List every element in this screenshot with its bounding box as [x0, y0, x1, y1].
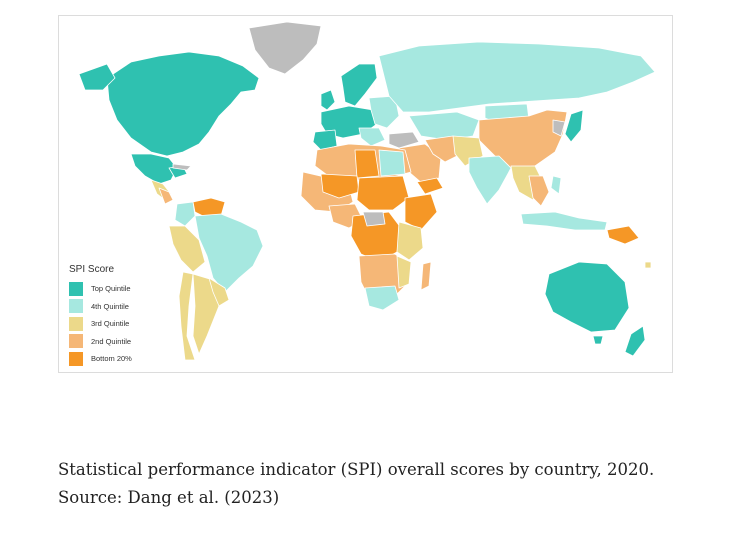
region-new-zealand [624, 325, 646, 357]
region-scandinavia [340, 63, 378, 107]
caption-line-title: Statistical performance indicator (SPI) … [58, 460, 655, 479]
region-mali-niger [320, 173, 360, 199]
region-central-america-2 [158, 187, 174, 205]
region-philippines [550, 175, 562, 195]
region-alaska [78, 63, 116, 91]
region-paraguay-uruguay [208, 277, 230, 307]
world-choropleth-map [78, 21, 656, 361]
region-east-africa [396, 221, 424, 261]
region-car [362, 211, 386, 227]
region-china [478, 109, 568, 169]
legend-swatch [69, 334, 83, 349]
region-australia [544, 261, 630, 333]
region-mexico [130, 153, 178, 185]
legend-swatch [69, 316, 83, 331]
region-libya [354, 149, 380, 179]
figure-caption: Statistical performance indicator (SPI) … [58, 456, 718, 512]
region-iran [424, 135, 462, 163]
region-tasmania [592, 335, 604, 345]
region-greenland [248, 21, 322, 75]
region-japan [564, 109, 584, 143]
region-canada-usa [106, 51, 260, 157]
region-south-africa [364, 285, 400, 311]
region-indochina [528, 175, 550, 207]
legend-item-2nd-quintile: 2nd Quintile [69, 333, 132, 351]
region-cuba [172, 163, 192, 171]
legend-swatch [69, 299, 83, 314]
legend-label: 2nd Quintile [91, 336, 132, 346]
region-india [468, 155, 512, 205]
region-russia [378, 41, 656, 113]
region-uk [320, 89, 336, 111]
region-colombia [174, 201, 196, 227]
map-legend: SPI Score Top Quintile 4th Quintile 3rd … [69, 264, 132, 368]
region-yemen [416, 177, 444, 195]
region-peru-bolivia [168, 225, 206, 273]
region-pacific-islands [644, 261, 652, 269]
legend-item-bottom-20: Bottom 20% [69, 350, 132, 368]
region-madagascar [420, 261, 432, 291]
legend-swatch [69, 281, 83, 296]
legend-label: 3rd Quintile [91, 319, 130, 329]
region-central-asia [408, 111, 480, 141]
region-egypt [378, 149, 406, 177]
region-indonesia [520, 211, 608, 231]
legend-item-3rd-quintile: 3rd Quintile [69, 315, 132, 333]
region-papua [606, 225, 640, 245]
legend-title: SPI Score [69, 264, 115, 275]
region-brazil [194, 213, 264, 293]
region-chad-sudan [356, 175, 410, 211]
legend-label: Top Quintile [91, 284, 131, 294]
legend-swatch [69, 351, 83, 366]
legend-label: 4th Quintile [91, 301, 129, 311]
world-map-figure: SPI Score Top Quintile 4th Quintile 3rd … [58, 15, 673, 373]
region-balkans [358, 127, 386, 147]
region-chile [178, 271, 196, 361]
caption-line-source: Source: Dang et al. (2023) [58, 488, 280, 507]
region-horn [404, 193, 438, 231]
legend-label: Bottom 20% [91, 354, 132, 364]
region-mozambique [396, 255, 412, 289]
region-korea-japan [552, 119, 566, 137]
region-turkey [388, 131, 420, 149]
legend-item-4th-quintile: 4th Quintile [69, 298, 132, 316]
legend-item-top-quintile: Top Quintile [69, 280, 132, 298]
